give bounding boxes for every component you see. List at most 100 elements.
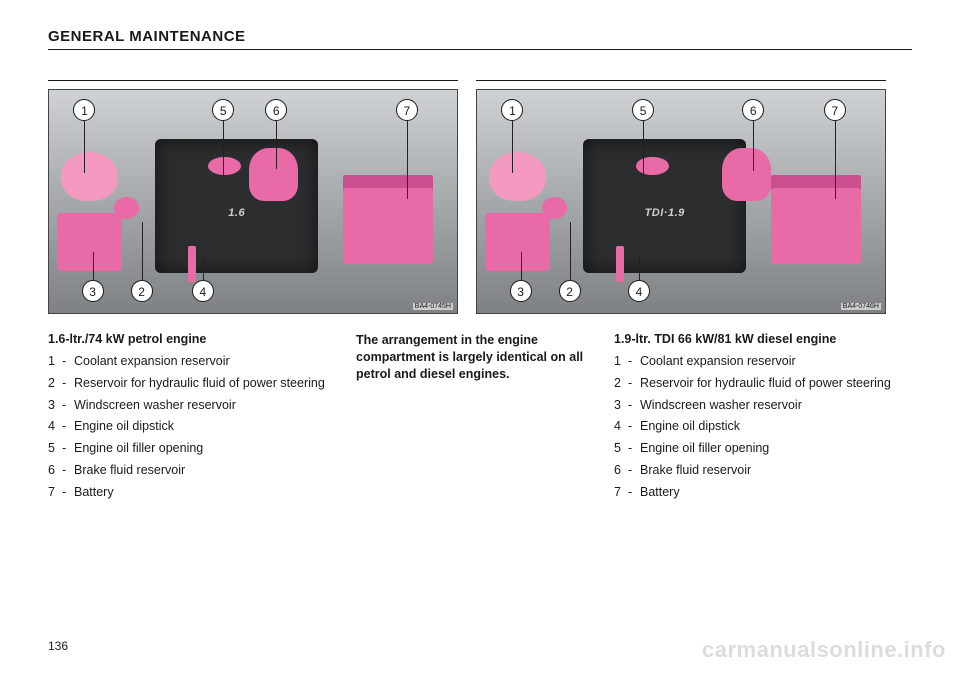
part-dash: -	[62, 483, 74, 502]
parts-list-item: 7-Battery	[48, 483, 338, 502]
part-dash: -	[628, 439, 640, 458]
parts-list-item: 5-Engine oil filler opening	[48, 439, 338, 458]
power-steering-shape	[542, 197, 566, 219]
part-label: Engine oil filler opening	[74, 439, 338, 458]
washer-reservoir-shape	[57, 213, 122, 271]
part-label: Reservoir for hydraulic fluid of power s…	[640, 374, 904, 393]
part-number: 4	[48, 417, 62, 436]
callout-lead	[93, 252, 94, 280]
column-middle: The arrangement in the engine compartmen…	[356, 328, 596, 504]
column-right: 1.9-ltr. TDI 66 kW/81 kW diesel engine 1…	[614, 328, 904, 504]
part-dash: -	[62, 374, 74, 393]
part-dash: -	[628, 374, 640, 393]
parts-list-item: 2-Reservoir for hydraulic fluid of power…	[614, 374, 904, 393]
callout-lead	[84, 121, 85, 173]
part-number: 4	[614, 417, 628, 436]
callout-2: 2	[559, 280, 581, 302]
part-dash: -	[628, 483, 640, 502]
washer-reservoir-shape	[485, 213, 550, 271]
figure-code-right: BA4-0746H	[841, 303, 881, 310]
part-number: 6	[48, 461, 62, 480]
figure-rule-right	[476, 80, 886, 81]
part-label: Coolant expansion reservoir	[74, 352, 338, 371]
coolant-reservoir-shape	[61, 152, 118, 201]
power-steering-shape	[114, 197, 138, 219]
part-label: Reservoir for hydraulic fluid of power s…	[74, 374, 338, 393]
callout-lead	[521, 252, 522, 280]
intake-hose-shape	[722, 148, 771, 202]
callout-2: 2	[131, 280, 153, 302]
engine-figure-right: TDI·1.9 BA4-0746H 1567324	[476, 89, 886, 314]
part-dash: -	[62, 352, 74, 371]
part-label: Battery	[74, 483, 338, 502]
part-number: 1	[48, 352, 62, 371]
parts-list-item: 3-Windscreen washer reservoir	[614, 396, 904, 415]
part-label: Engine oil dipstick	[74, 417, 338, 436]
part-label: Brake fluid reservoir	[74, 461, 338, 480]
battery-shape	[771, 188, 861, 264]
callout-6: 6	[265, 99, 287, 121]
callout-1: 1	[73, 99, 95, 121]
figure-code-left: BA4-0745H	[413, 303, 453, 310]
part-label: Brake fluid reservoir	[640, 461, 904, 480]
parts-list-item: 4-Engine oil dipstick	[614, 417, 904, 436]
part-dash: -	[62, 417, 74, 436]
page-header: GENERAL MAINTENANCE	[48, 28, 912, 45]
oil-filler-shape	[208, 157, 241, 175]
part-number: 3	[614, 396, 628, 415]
manual-page: GENERAL MAINTENANCE 1.6 BA4-0745H 1 5 6 7	[0, 0, 960, 673]
callout-4: 4	[192, 280, 214, 302]
dipstick-shape	[616, 246, 624, 282]
part-number: 7	[48, 483, 62, 502]
part-number: 3	[48, 396, 62, 415]
text-columns: 1.6-ltr./74 kW petrol engine 1-Coolant e…	[48, 328, 912, 504]
part-label: Battery	[640, 483, 904, 502]
part-number: 5	[48, 439, 62, 458]
part-dash: -	[628, 417, 640, 436]
parts-list-item: 5-Engine oil filler opening	[614, 439, 904, 458]
engine-badge-right: TDI·1.9	[645, 207, 685, 219]
figure-rule-left	[48, 80, 458, 81]
callout-lead	[142, 222, 143, 280]
engine-title-left: 1.6-ltr./74 kW petrol engine	[48, 332, 338, 346]
page-number: 136	[48, 639, 68, 653]
part-dash: -	[62, 396, 74, 415]
parts-list-item: 4-Engine oil dipstick	[48, 417, 338, 436]
parts-list-item: 6-Brake fluid reservoir	[48, 461, 338, 480]
parts-list-item: 7-Battery	[614, 483, 904, 502]
parts-list-item: 1-Coolant expansion reservoir	[48, 352, 338, 371]
oil-filler-shape	[636, 157, 669, 175]
dipstick-shape	[188, 246, 196, 282]
part-dash: -	[62, 439, 74, 458]
part-number: 2	[48, 374, 62, 393]
callout-7: 7	[396, 99, 418, 121]
callout-lead	[639, 256, 640, 280]
part-label: Engine oil dipstick	[640, 417, 904, 436]
part-dash: -	[62, 461, 74, 480]
callout-lead	[643, 121, 644, 177]
parts-list-left: 1-Coolant expansion reservoir2-Reservoir…	[48, 352, 338, 501]
part-dash: -	[628, 461, 640, 480]
engine-title-right: 1.9-ltr. TDI 66 kW/81 kW diesel engine	[614, 332, 904, 346]
watermark: carmanualsonline.info	[702, 637, 946, 663]
callout-lead	[223, 121, 224, 177]
callout-lead	[512, 121, 513, 173]
part-label: Engine oil filler opening	[640, 439, 904, 458]
engine-badge-left: 1.6	[228, 207, 245, 219]
parts-list-item: 6-Brake fluid reservoir	[614, 461, 904, 480]
callout-lead	[203, 256, 204, 280]
callout-4: 4	[628, 280, 650, 302]
callout-7: 7	[824, 99, 846, 121]
part-number: 6	[614, 461, 628, 480]
intake-hose-shape	[249, 148, 298, 202]
part-number: 2	[614, 374, 628, 393]
callout-lead	[753, 121, 754, 171]
callout-1: 1	[501, 99, 523, 121]
part-label: Windscreen washer reservoir	[74, 396, 338, 415]
column-left: 1.6-ltr./74 kW petrol engine 1-Coolant e…	[48, 328, 338, 504]
callout-5: 5	[212, 99, 234, 121]
callout-5: 5	[632, 99, 654, 121]
callout-3: 3	[82, 280, 104, 302]
battery-shape	[343, 188, 433, 264]
callout-lead	[835, 121, 836, 199]
